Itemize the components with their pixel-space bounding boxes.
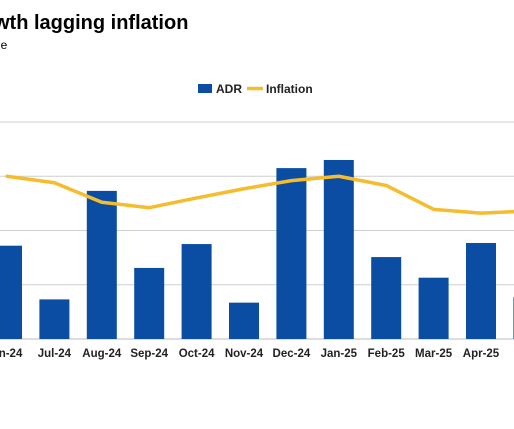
adr-bar — [181, 244, 212, 339]
adr-bar — [371, 257, 402, 339]
x-tick-label: Jan-25 — [321, 348, 358, 360]
x-tick-label: un-24 — [0, 348, 23, 360]
x-tick-label: Sep-24 — [130, 348, 168, 360]
inflation-line-group — [5, 174, 514, 215]
x-tick-label: Aug-24 — [82, 348, 122, 360]
inflation-line — [5, 174, 514, 215]
adr-bars — [0, 159, 514, 339]
x-tick-label: Mar-25 — [415, 348, 453, 360]
x-tick-label: Dec-24 — [273, 348, 311, 360]
chart-title: wth lagging inflation — [0, 12, 189, 34]
legend: ADR Inflation — [198, 82, 313, 96]
adr-bar — [0, 245, 22, 339]
x-tick-label: Apr-25 — [463, 348, 500, 360]
chart-subtitle: ge — [0, 38, 8, 52]
adr-bar — [466, 242, 496, 339]
adr-bar — [323, 159, 354, 339]
adr-bar — [39, 299, 70, 339]
x-tick-label: Jul-24 — [38, 348, 72, 360]
adr-bar — [418, 277, 449, 339]
legend-label-adr: ADR — [216, 82, 242, 96]
x-tick-label: Nov-24 — [225, 348, 264, 360]
adr-bar — [229, 302, 259, 339]
x-tick-label: Oct-24 — [179, 348, 215, 360]
adr-bar — [276, 168, 307, 339]
legend-label-inflation: Inflation — [266, 82, 313, 96]
x-axis-ticks: un-24 Jul-24 Aug-24 Sep-24 Oct-24 Nov-24 Dec-2… — [0, 348, 500, 360]
adr-bar — [86, 190, 117, 339]
adr-bar — [134, 267, 165, 339]
legend-swatch-adr — [198, 84, 212, 93]
x-tick-label: Feb-25 — [368, 348, 406, 360]
